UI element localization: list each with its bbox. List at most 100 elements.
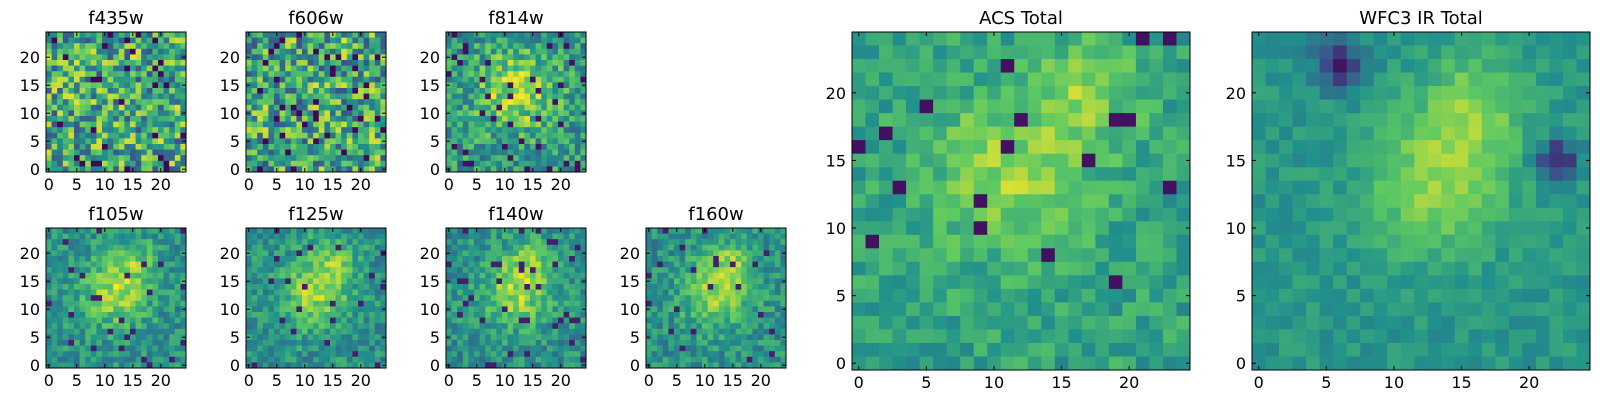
heatmap-cell [51, 289, 58, 296]
heatmap-cell [152, 334, 159, 341]
heatmap-cell [513, 244, 520, 251]
heatmap-cell [919, 126, 934, 141]
heatmap-cell [524, 121, 531, 128]
heatmap-cell [865, 153, 880, 168]
heatmap-cell [752, 317, 759, 324]
heatmap-cell [174, 334, 181, 341]
heatmap-cell [62, 289, 69, 296]
heatmap-cell [496, 60, 503, 66]
heatmap-cell [62, 244, 69, 251]
heatmap-cell [380, 160, 387, 167]
heatmap-cell [730, 289, 736, 296]
heatmap-cell [457, 110, 464, 117]
heatmap-cell [124, 99, 131, 106]
heatmap-cell [302, 267, 308, 274]
heatmap-cell [146, 250, 153, 257]
heatmap-cell [290, 121, 297, 128]
heatmap-cell [569, 65, 576, 72]
heatmap-cell [118, 267, 125, 274]
heatmap-cell [518, 289, 525, 296]
heatmap-cell [296, 121, 303, 128]
heatmap-cell [574, 144, 581, 150]
heatmap-cell [68, 160, 75, 167]
heatmap-cell [324, 43, 331, 50]
heatmap-cell [268, 166, 275, 173]
heatmap-cell [79, 272, 86, 279]
heatmap-cell [118, 278, 125, 285]
heatmap-cell [180, 340, 187, 346]
heatmap-cell [262, 261, 269, 268]
heatmap-cell [735, 340, 742, 346]
heatmap-cell [169, 138, 176, 145]
heatmap-cell [79, 121, 86, 128]
heatmap-cell [251, 160, 258, 167]
heatmap-cell [169, 256, 176, 262]
heatmap-cell [124, 256, 131, 262]
heatmap-cell [74, 300, 80, 307]
heatmap-cell [369, 289, 376, 296]
heatmap-cell [352, 132, 359, 139]
heatmap-cell [741, 278, 748, 285]
heatmap-cell [479, 65, 486, 72]
panel-title: f814w [488, 8, 543, 29]
heatmap-cell [446, 144, 452, 150]
heatmap-cell [285, 88, 292, 94]
heatmap-cell [524, 149, 531, 156]
heatmap-cell [279, 121, 286, 128]
heatmap-cell [973, 207, 988, 222]
heatmap-cell [374, 233, 381, 240]
y-tick-label: 5 [230, 132, 240, 151]
heatmap-cell [290, 278, 297, 285]
heatmap-cell [130, 244, 136, 251]
heatmap-cell [580, 256, 587, 262]
heatmap-cell [296, 166, 303, 173]
heatmap-cell [724, 267, 731, 274]
heatmap-cell [513, 289, 520, 296]
heatmap-cell [558, 54, 564, 61]
heatmap-cell [374, 99, 381, 106]
heatmap-cell [906, 32, 920, 46]
heatmap-cell [341, 278, 348, 285]
heatmap-cell [46, 233, 52, 240]
heatmap-cell [107, 54, 114, 61]
heatmap-cell [446, 93, 452, 100]
heatmap-cell [363, 228, 370, 234]
heatmap-cell [892, 72, 907, 87]
heatmap-cell [68, 132, 75, 139]
heatmap-cell [124, 244, 131, 251]
heatmap-cell [363, 351, 370, 358]
x-tick-label: 20 [551, 371, 571, 390]
heatmap-cell [335, 289, 342, 296]
heatmap-cell [674, 289, 680, 296]
heatmap-cell [569, 104, 576, 111]
heatmap-cell [285, 312, 292, 318]
heatmap-cell [1068, 167, 1083, 182]
heatmap-cell [251, 104, 258, 111]
heatmap-cell [724, 295, 731, 302]
heatmap-cell [1108, 207, 1123, 222]
heatmap-cell [702, 289, 708, 296]
heatmap-cell [646, 345, 652, 352]
heatmap-cell [169, 71, 176, 78]
heatmap-cell [74, 160, 80, 167]
heatmap-cell [735, 323, 742, 330]
heatmap-cell [330, 160, 336, 167]
y-tick-label: 20 [420, 48, 440, 67]
heatmap-cell [135, 99, 142, 106]
heatmap-cell [892, 59, 907, 73]
heatmap-cell [335, 239, 342, 246]
heatmap-cell [507, 328, 514, 335]
heatmap-cell [341, 127, 348, 134]
heatmap-cell [563, 312, 570, 318]
heatmap-cell [535, 54, 542, 61]
heatmap-cell [135, 132, 142, 139]
heatmap-cell [718, 306, 725, 313]
heatmap-cell [563, 278, 570, 285]
heatmap-cell [746, 244, 753, 251]
heatmap-cell [74, 239, 80, 246]
heatmap-cell [341, 340, 348, 346]
heatmap-cell [1027, 45, 1042, 60]
heatmap-cell [774, 328, 781, 335]
heatmap-cell [174, 32, 181, 38]
